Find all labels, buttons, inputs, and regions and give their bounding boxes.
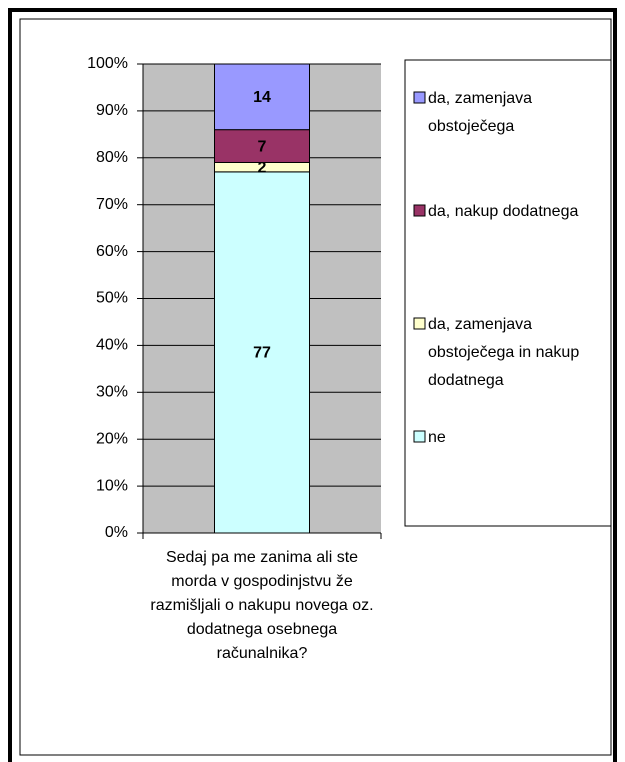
bar-segment	[214, 129, 310, 163]
x-tick-label: Sedaj pa me zanima ali ste morda v gospo…	[150, 549, 374, 662]
data-label: 77	[253, 345, 271, 362]
y-tick-label: 30%	[96, 384, 128, 401]
y-tick-label: 80%	[96, 149, 128, 166]
legend-swatch	[413, 317, 426, 330]
y-tick-label: 70%	[96, 196, 128, 213]
legend-box	[404, 59, 612, 527]
legend-label: da, zamenjava obstoječega in nakup dodat…	[428, 316, 580, 389]
legend-swatch	[413, 204, 426, 217]
y-tick-label: 20%	[96, 430, 128, 447]
y-tick-label: 90%	[96, 102, 128, 119]
legend-label: da, zamenjava obstoječega	[428, 90, 533, 135]
y-tick-label: 40%	[96, 337, 128, 354]
data-label: 7	[258, 138, 267, 155]
legend-swatch	[413, 430, 426, 443]
y-tick-label: 60%	[96, 243, 128, 260]
y-tick-label: 10%	[96, 477, 128, 494]
legend-swatch	[413, 91, 426, 104]
bar-segment	[214, 63, 310, 131]
data-label: 14	[253, 89, 271, 106]
y-tick-label: 100%	[87, 55, 128, 72]
y-tick-label: 0%	[105, 524, 128, 541]
bar-segment	[214, 171, 310, 534]
y-tick-label: 50%	[96, 290, 128, 307]
outer-frame	[8, 8, 617, 762]
legend-label: ne	[428, 429, 446, 446]
legend-label: da, nakup dodatnega	[428, 203, 579, 220]
data-label: 2	[258, 159, 267, 176]
